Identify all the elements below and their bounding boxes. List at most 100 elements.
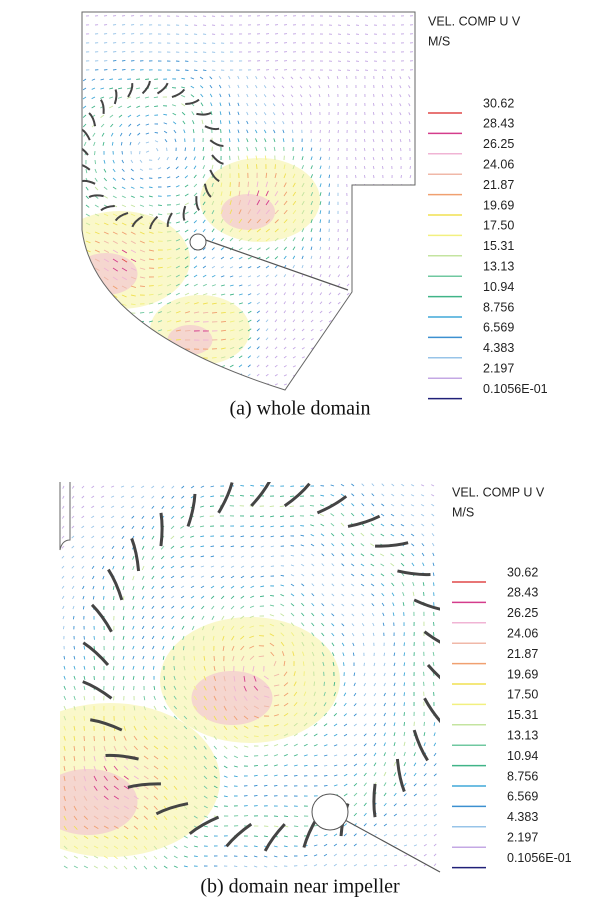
velocity-vector [240,485,244,486]
velocity-vector [411,544,414,546]
velocity-vector [383,239,385,241]
velocity-vector [332,584,334,586]
velocity-vector [222,616,224,620]
velocity-vector [356,238,357,241]
velocity-vector [140,339,143,340]
legend-label: 24.06 [483,157,514,171]
velocity-vector [123,686,124,690]
velocity-vector [404,804,407,806]
velocity-vector [248,320,251,322]
velocity-vector [338,275,340,277]
velocity-vector [203,147,204,151]
velocity-vector [384,743,385,746]
velocity-vector [181,95,185,97]
velocity-vector [384,814,387,816]
velocity-vector [185,203,189,205]
velocity-vector [410,238,411,241]
velocity-vector [280,604,284,606]
velocity-vector [158,205,162,206]
impeller-blade [128,83,132,97]
velocity-vector [347,365,349,367]
velocity-vector [254,775,258,776]
velocity-vector [264,130,266,133]
velocity-vector [364,130,365,133]
velocity-vector [324,755,327,756]
velocity-vector [371,574,374,576]
velocity-vector [311,366,314,367]
velocity-vector [320,265,321,268]
velocity-vector [95,304,99,307]
velocity-vector [320,384,323,385]
velocity-vector [101,516,104,518]
velocity-vector [154,856,157,859]
velocity-vector [264,856,267,857]
velocity-vector [344,714,347,716]
velocity-vector [74,686,75,690]
impeller-blade [205,126,219,129]
velocity-vector [83,97,86,99]
velocity-vector [364,724,366,726]
velocity-vector [113,187,116,189]
velocity-vector [356,347,358,349]
velocity-vector [320,148,321,151]
velocity-vector [362,614,364,616]
velocity-vector [292,112,293,115]
velocity-vector [344,724,347,726]
velocity-vector [329,175,330,178]
velocity-vector [120,133,122,136]
velocity-vector [324,765,327,766]
velocity-vector [273,121,275,124]
velocity-vector [92,79,95,80]
velocity-vector [224,756,227,758]
velocity-vector [351,503,354,506]
velocity-vector [347,347,349,349]
velocity-vector [424,844,427,846]
velocity-vector [122,160,124,163]
velocity-vector [74,656,75,659]
velocity-vector [194,293,198,295]
velocity-vector [284,744,288,746]
velocity-vector [384,723,386,726]
velocity-vector [414,763,416,766]
velocity-vector [162,606,164,608]
velocity-vector [171,586,174,588]
velocity-vector [401,211,402,214]
velocity-vector [86,286,90,288]
velocity-vector [264,112,266,115]
velocity-vector [194,193,197,196]
velocity-vector [161,586,164,588]
velocity-vector [400,148,401,151]
velocity-vector [95,340,98,342]
velocity-vector [337,76,338,79]
velocity-vector [101,496,104,497]
velocity-vector [241,586,244,588]
velocity-vector [314,734,317,736]
velocity-vector [241,556,244,557]
velocity-vector [374,865,377,866]
velocity-vector [86,304,89,307]
velocity-vector [394,855,397,856]
velocity-vector [274,826,278,827]
velocity-vector [239,383,241,385]
legend-label: 15.31 [507,708,538,722]
velocity-vector [382,148,383,151]
velocity-vector [275,384,278,385]
velocity-vector [290,496,294,497]
velocity-vector [362,623,364,626]
velocity-vector [83,124,86,127]
legend-label: 13.13 [483,259,514,273]
velocity-vector [401,514,404,516]
velocity-vector [356,311,358,313]
velocity-vector [424,742,425,746]
velocity-vector [274,765,278,766]
velocity-vector [162,626,164,629]
velocity-vector [62,506,64,509]
velocity-vector [172,506,174,509]
velocity-vector [409,94,410,97]
velocity-vector [423,582,424,586]
velocity-vector [220,111,221,115]
velocity-vector [64,666,65,669]
velocity-vector [271,536,274,537]
velocity-vector [409,121,410,124]
velocity-vector [354,734,357,736]
